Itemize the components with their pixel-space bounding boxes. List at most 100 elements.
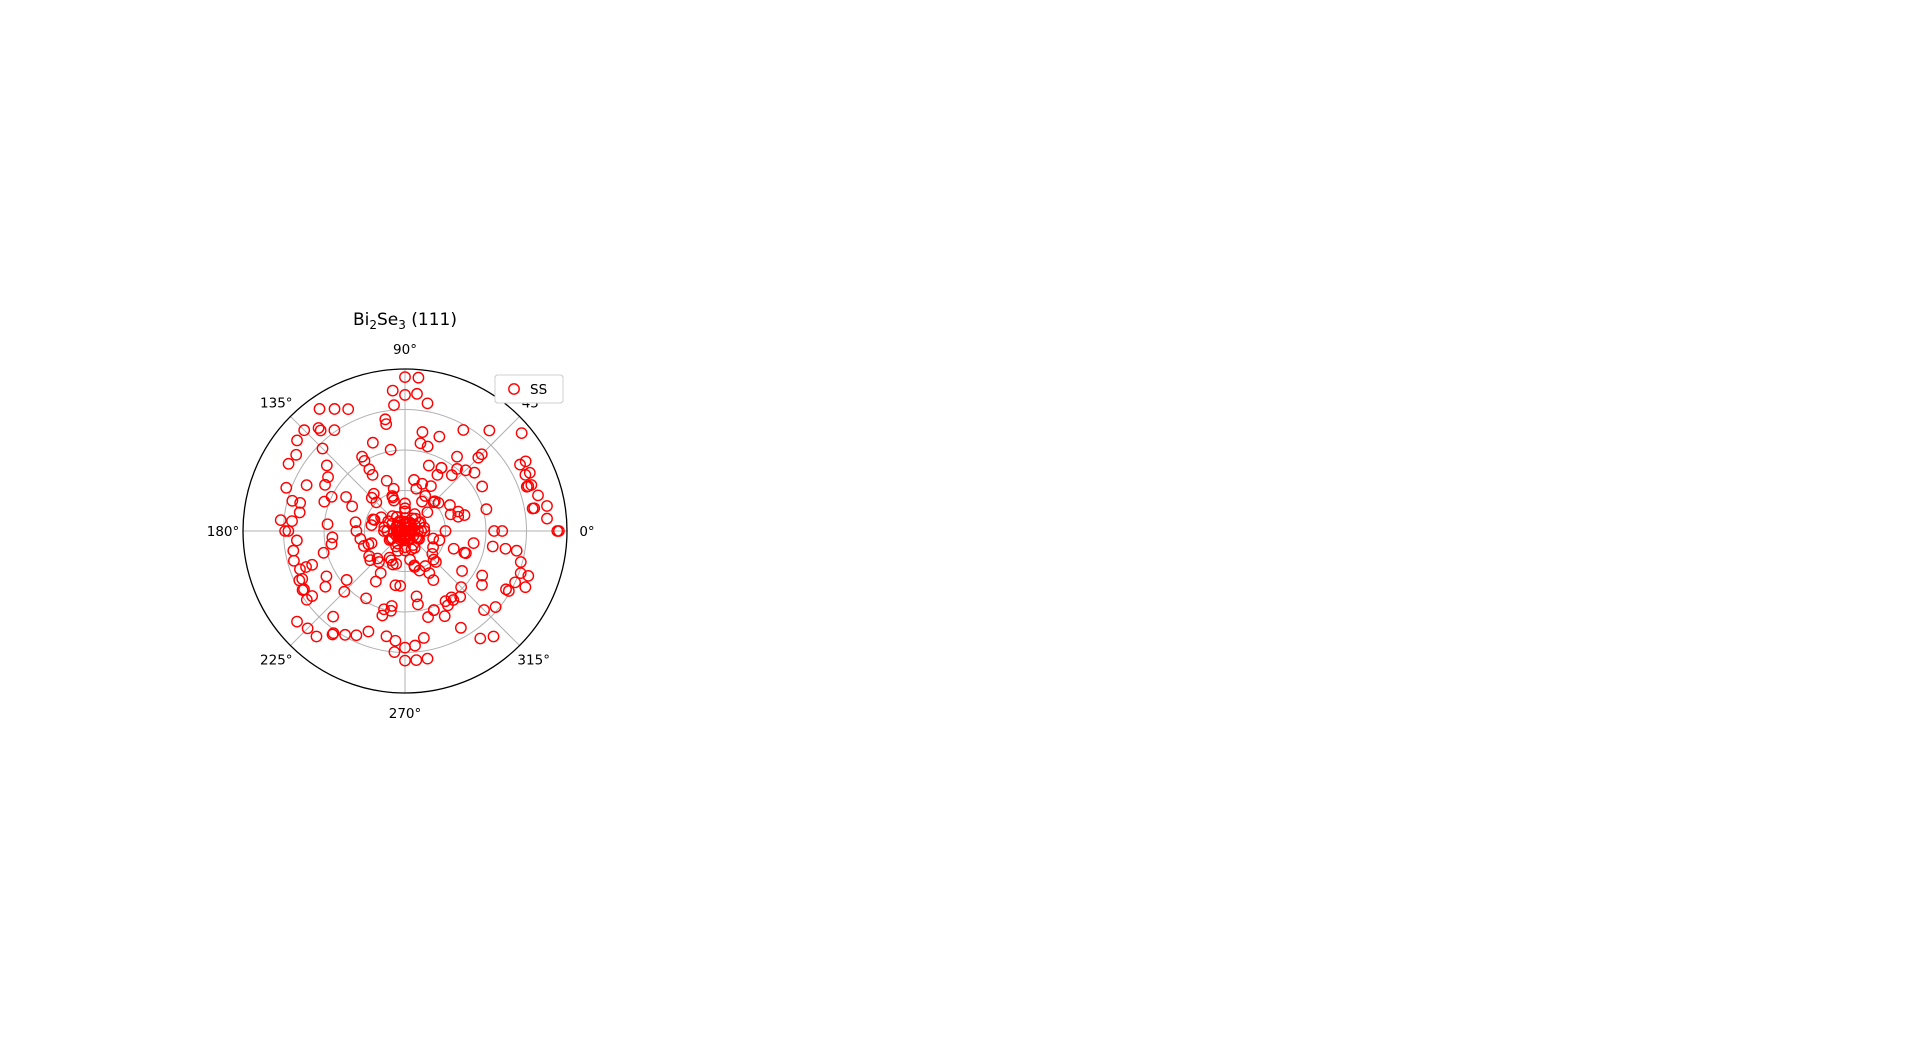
angle-tick-label: 315° bbox=[517, 653, 550, 669]
data-point bbox=[410, 590, 423, 603]
data-point bbox=[514, 458, 526, 471]
data-point bbox=[419, 490, 432, 502]
legend-label: SS bbox=[530, 382, 547, 398]
data-point bbox=[389, 579, 402, 592]
data-point bbox=[388, 646, 401, 658]
data-point bbox=[412, 598, 424, 611]
data-point bbox=[416, 477, 429, 490]
data-point bbox=[444, 508, 457, 521]
data-point bbox=[422, 459, 435, 472]
data-point bbox=[298, 424, 311, 437]
data-point bbox=[399, 505, 411, 518]
data-point bbox=[367, 487, 380, 500]
data-point bbox=[294, 497, 307, 509]
data-point bbox=[286, 494, 299, 507]
data-point bbox=[399, 544, 411, 557]
data-point bbox=[378, 525, 390, 537]
data-point bbox=[280, 481, 293, 494]
data-point bbox=[387, 482, 400, 495]
data-point bbox=[421, 397, 434, 410]
data-point bbox=[421, 506, 434, 519]
data-point bbox=[433, 534, 446, 547]
data-point bbox=[439, 525, 452, 537]
data-point bbox=[328, 403, 341, 415]
data-point bbox=[300, 593, 313, 606]
data-point bbox=[282, 457, 295, 470]
data-point bbox=[414, 437, 427, 450]
data-point bbox=[298, 583, 310, 596]
data-point bbox=[354, 532, 367, 545]
data-point bbox=[458, 509, 471, 521]
data-point bbox=[366, 468, 379, 481]
data-point bbox=[340, 574, 353, 586]
data-point bbox=[380, 474, 393, 487]
data-point bbox=[427, 496, 440, 509]
data-point bbox=[319, 478, 331, 491]
data-point bbox=[406, 512, 419, 525]
data-point bbox=[474, 632, 487, 645]
data-point bbox=[386, 384, 399, 397]
data-point bbox=[340, 491, 352, 503]
panel-title: Bi2Se3 (111) bbox=[353, 310, 457, 332]
data-point bbox=[447, 542, 460, 555]
data-point bbox=[476, 569, 489, 582]
data-point bbox=[433, 430, 446, 443]
data-point bbox=[411, 387, 423, 400]
data-point bbox=[439, 595, 452, 608]
data-point bbox=[322, 471, 334, 484]
data-point bbox=[514, 556, 527, 568]
data-point bbox=[509, 576, 522, 589]
data-point bbox=[399, 371, 411, 383]
data-point bbox=[393, 519, 406, 532]
data-point bbox=[300, 479, 313, 492]
legend-marker bbox=[508, 383, 520, 395]
data-point bbox=[319, 580, 332, 593]
data-point bbox=[427, 574, 440, 587]
data-point bbox=[458, 546, 471, 559]
data-point bbox=[447, 594, 460, 606]
data-point bbox=[363, 550, 376, 562]
data-point bbox=[476, 578, 488, 591]
data-point bbox=[293, 574, 306, 587]
data-point bbox=[455, 581, 468, 594]
data-point bbox=[286, 515, 298, 528]
angle-tick-label: 90° bbox=[393, 342, 417, 358]
data-point bbox=[386, 558, 399, 571]
data-point bbox=[300, 561, 312, 573]
data-point bbox=[422, 611, 434, 623]
data-point bbox=[451, 463, 463, 475]
data-point bbox=[366, 436, 379, 449]
data-point bbox=[274, 514, 287, 527]
data-point bbox=[316, 442, 329, 455]
data-point bbox=[486, 540, 499, 553]
data-point bbox=[403, 529, 416, 542]
data-point bbox=[317, 546, 330, 559]
data-point bbox=[528, 502, 541, 515]
data-point bbox=[310, 630, 323, 643]
data-point bbox=[320, 459, 333, 472]
data-point bbox=[290, 448, 303, 461]
data-point bbox=[373, 556, 385, 568]
polar-panel: 0°45°90°135°180°225°270°315°Bi2Se3 (111)… bbox=[207, 310, 595, 722]
data-point bbox=[468, 466, 481, 479]
data-point bbox=[480, 503, 493, 516]
data-point bbox=[411, 532, 424, 545]
data-point bbox=[402, 525, 415, 537]
data-point bbox=[380, 418, 393, 431]
angle-tick-label: 225° bbox=[260, 653, 293, 669]
angle-tick-label: 135° bbox=[260, 395, 293, 411]
data-point bbox=[426, 548, 439, 560]
data-point bbox=[443, 499, 456, 511]
data-point bbox=[363, 463, 376, 476]
data-point bbox=[388, 399, 400, 412]
data-point bbox=[376, 609, 389, 622]
data-point bbox=[327, 627, 340, 640]
data-point bbox=[301, 622, 314, 635]
angle-tick-label: 0° bbox=[579, 524, 594, 540]
data-point bbox=[519, 455, 532, 468]
data-point bbox=[541, 512, 553, 525]
data-point bbox=[339, 628, 351, 641]
data-point bbox=[326, 628, 339, 641]
data-point bbox=[532, 489, 544, 502]
data-point bbox=[431, 468, 444, 481]
